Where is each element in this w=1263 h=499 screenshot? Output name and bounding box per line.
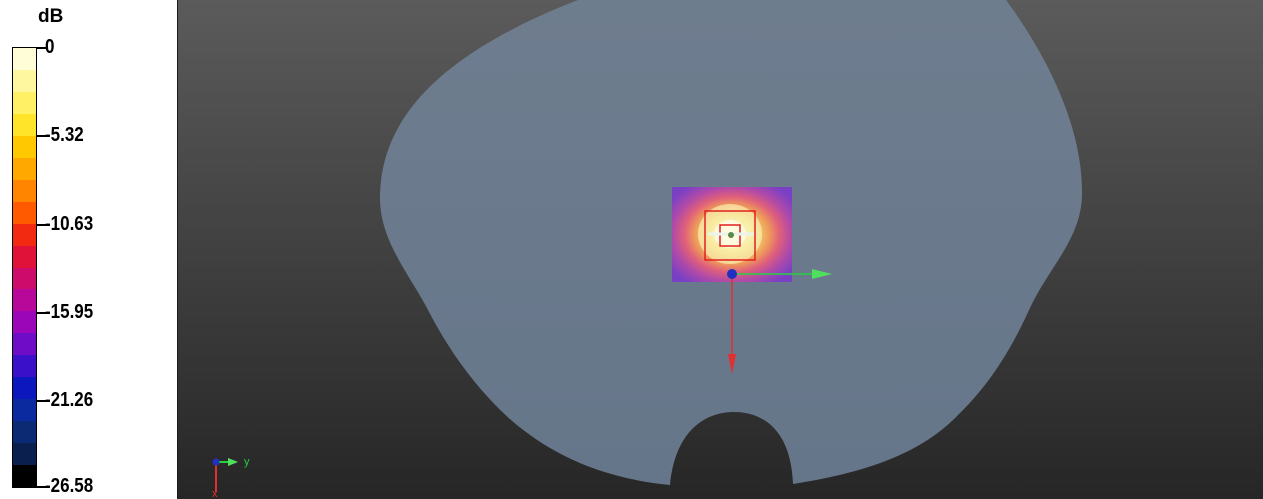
legend-tick-label: -21.26	[45, 389, 94, 411]
legend-color-segment	[13, 113, 36, 136]
legend-color-segment	[13, 399, 36, 422]
legend-color-segment	[13, 377, 36, 400]
x-axis-arrow	[728, 354, 736, 374]
legend-color-segment	[13, 443, 36, 466]
legend-tick-label: -10.63	[45, 213, 94, 235]
legend-tick-label: -26.58	[45, 475, 94, 497]
gizmo-y-arrow	[228, 458, 238, 466]
legend-color-segment	[13, 311, 36, 334]
legend-color-bar	[12, 47, 37, 488]
probe-point	[728, 232, 734, 238]
legend-color-segment	[13, 135, 36, 158]
zoom-scan-outer-box	[704, 210, 756, 261]
legend-tick-mark	[37, 312, 47, 314]
legend-color-segment	[13, 267, 36, 290]
legend-tick-mark	[37, 135, 47, 137]
legend-tick-label: -5.32	[45, 124, 84, 146]
legend-color-segment	[13, 91, 36, 114]
legend-tick-mark	[37, 47, 47, 49]
legend-color-segment	[13, 355, 36, 378]
legend-color-segment	[13, 289, 36, 312]
legend-color-segment	[13, 69, 36, 92]
legend-tick-mark	[37, 486, 47, 488]
orientation-gizmo: y x	[212, 456, 250, 499]
legend-color-segment	[13, 179, 36, 202]
legend-tick-label: 0	[45, 36, 55, 58]
legend-color-segment	[13, 201, 36, 224]
color-legend: dB 0 -5.32 -10.63 -15.95 -21.26 -26.58	[0, 0, 176, 499]
3d-viewport[interactable]: y x	[177, 0, 1263, 499]
legend-color-segment	[13, 333, 36, 356]
legend-tick-mark	[37, 224, 47, 226]
legend-color-segment	[13, 465, 36, 488]
y-axis-arrow	[812, 269, 832, 279]
legend-tick-label: -15.95	[45, 301, 94, 323]
antenna-origin-marker[interactable]	[727, 269, 737, 279]
viewport-canvas[interactable]: y x	[178, 0, 1263, 499]
legend-color-segment	[13, 48, 36, 70]
legend-color-segment	[13, 157, 36, 180]
legend-unit-label: dB	[38, 6, 64, 27]
gizmo-y-label: y	[244, 456, 250, 468]
legend-color-segment	[13, 421, 36, 444]
legend-tick-mark	[37, 400, 47, 402]
legend-color-segment	[13, 245, 36, 268]
legend-color-segment	[13, 223, 36, 246]
gizmo-z-axis	[212, 458, 220, 466]
gizmo-x-label: x	[212, 488, 218, 499]
